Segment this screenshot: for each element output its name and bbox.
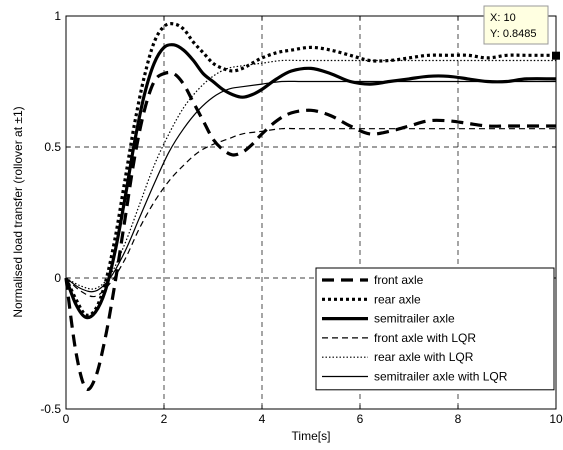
datatip-x-label: X: 10 <box>490 12 516 24</box>
legend-label-front-axle: front axle <box>374 273 424 287</box>
legend-box <box>315 267 555 391</box>
y-tick-label: -0.5 <box>40 402 61 416</box>
legend-label-rear-axle: rear axle <box>374 292 421 306</box>
legend: front axle rear axle semitrailer axle front… <box>315 267 555 391</box>
series-line-semitrailer-axle <box>64 43 557 320</box>
x-axis-label: Time[s] <box>292 429 331 443</box>
series-line-rear-axle-with-lqr <box>65 59 556 290</box>
y-axis-label: Normalised load transfer (rollover at ±1… <box>11 106 25 317</box>
x-tick-label: 2 <box>161 412 168 426</box>
x-tick-label: 4 <box>259 412 266 426</box>
y-tick-label: 1 <box>54 9 61 23</box>
datatip-y-label: Y: 0.8485 <box>490 28 537 40</box>
legend-label-rear-axle-with-lqr: rear axle with LQR <box>374 350 474 364</box>
datatip-box[interactable] <box>483 5 549 45</box>
series-line-front-axle-with-lqr <box>65 127 556 298</box>
data-tip[interactable]: X: 10 Y: 0.8485 <box>483 5 560 60</box>
x-tick-label: 6 <box>357 412 364 426</box>
y-tick-label: 0.5 <box>44 140 61 154</box>
plot-frame <box>65 15 557 410</box>
plot-lines <box>64 22 557 391</box>
x-tick-label: 0 <box>63 412 70 426</box>
x-tick-label: 8 <box>455 412 462 426</box>
legend-label-semitrailer-axle: semitrailer axle <box>374 312 455 326</box>
series-line-front-axle <box>64 70 556 391</box>
x-tick-label: 10 <box>549 412 563 426</box>
datatip-marker[interactable] <box>552 51 560 60</box>
series-line-semitrailer-axle-with-lqr <box>65 80 556 293</box>
axis-ticks: 0 2 4 6 8 10-0.500.51 <box>40 9 563 426</box>
y-tick-label: 0 <box>54 271 61 285</box>
series-line-rear-axle <box>64 22 556 317</box>
legend-label-semitrailer-axle-with-lqr: semitrailer axle with LQR <box>374 370 508 384</box>
legend-label-front-axle-with-lqr: front axle with LQR <box>374 331 476 345</box>
